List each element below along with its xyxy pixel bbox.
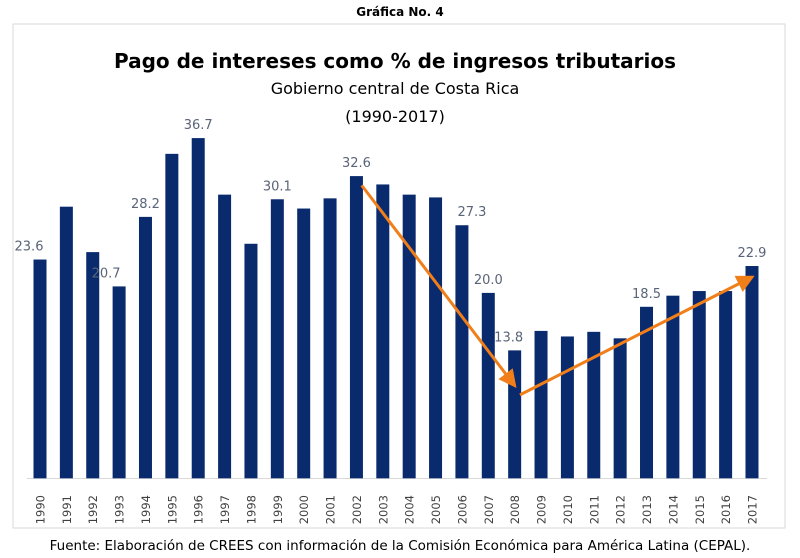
data-label-1993: 20.7 <box>92 266 121 281</box>
x-tick-label: 2016 <box>719 495 733 524</box>
x-tick-label: 2011 <box>587 495 601 524</box>
bar-1992 <box>86 252 100 479</box>
data-label-2006: 27.3 <box>457 205 486 220</box>
x-tick-label: 2010 <box>561 495 575 524</box>
x-tick-label: 2003 <box>376 495 390 524</box>
x-tick-label: 2013 <box>640 495 654 524</box>
x-tick-label: 1993 <box>113 495 127 524</box>
x-tick-label: 1997 <box>218 495 232 524</box>
data-label-1994: 28.2 <box>131 197 160 212</box>
bar-1991 <box>59 206 73 479</box>
bar-1995 <box>165 153 179 479</box>
x-tick-label: 2009 <box>535 495 549 524</box>
x-tick-label: 1996 <box>192 495 206 524</box>
x-tick-label: 2005 <box>429 495 443 524</box>
bar-2009 <box>534 330 548 479</box>
bar-1997 <box>218 194 232 479</box>
bar-2004 <box>402 194 416 479</box>
x-tick-label: 1992 <box>86 495 100 524</box>
x-tick-label: 2001 <box>324 495 338 524</box>
bar-2012 <box>613 338 627 479</box>
x-tick-label: 2004 <box>403 495 417 524</box>
x-tick-label: 1998 <box>244 495 258 524</box>
x-tick-label: 2002 <box>350 495 364 524</box>
data-label-2013: 18.5 <box>632 287 661 302</box>
bar-2017 <box>745 266 759 479</box>
chart-subtitle-years: (1990-2017) <box>345 107 445 126</box>
chart-title: Pago de intereses como % de ingresos tri… <box>114 49 676 73</box>
x-tick-label: 1991 <box>60 495 74 524</box>
bar-2010 <box>560 336 574 479</box>
bar-1994 <box>138 216 152 479</box>
data-label-1999: 30.1 <box>263 179 292 194</box>
bar-2016 <box>719 291 733 479</box>
x-tick-label: 1999 <box>271 495 285 524</box>
x-tick-label: 1994 <box>139 495 153 524</box>
x-tick-label: 2014 <box>666 495 680 524</box>
bar-2011 <box>587 331 601 479</box>
bar-2014 <box>666 295 680 479</box>
x-tick-label: 1995 <box>165 495 179 524</box>
bar-2008 <box>508 350 522 479</box>
x-tick-label: 2015 <box>693 495 707 524</box>
bar-1990 <box>33 259 47 479</box>
trend-arrow-1 <box>360 184 517 388</box>
data-label-2007: 20.0 <box>474 273 503 288</box>
bar-2015 <box>692 291 706 479</box>
chart-subtitle: Gobierno central de Costa Rica <box>271 79 520 98</box>
bar-2002 <box>349 176 363 479</box>
x-tick-label: 1990 <box>34 495 48 524</box>
bar-2000 <box>297 208 311 479</box>
bar-1996 <box>191 138 205 479</box>
data-label-1990: 23.6 <box>15 240 44 255</box>
x-tick-label: 2007 <box>482 495 496 524</box>
bar-2001 <box>323 198 337 479</box>
data-label-2002: 32.6 <box>342 156 371 171</box>
bar-1999 <box>270 199 284 479</box>
trend-arrow-2 <box>519 275 755 397</box>
bar-1993 <box>112 286 126 479</box>
x-tick-label: 2012 <box>614 495 628 524</box>
bar-1998 <box>244 243 258 479</box>
bar-2006 <box>455 225 469 479</box>
source-note: Fuente: Elaboración de CREES con informa… <box>50 538 751 554</box>
x-tick-label: 2017 <box>745 495 759 524</box>
bar-2007 <box>481 292 495 479</box>
data-label-2008: 13.8 <box>494 330 523 345</box>
bar-2013 <box>640 306 654 479</box>
x-tick-label: 2006 <box>455 495 469 524</box>
data-label-1996: 36.7 <box>184 118 213 133</box>
bar-2005 <box>429 197 443 479</box>
x-tick-label: 2008 <box>508 495 522 524</box>
data-label-2017: 22.9 <box>738 246 767 261</box>
figure-label: Gráfica No. 4 <box>356 5 444 19</box>
x-tick-label: 2000 <box>297 495 311 524</box>
bar-2003 <box>376 184 390 479</box>
